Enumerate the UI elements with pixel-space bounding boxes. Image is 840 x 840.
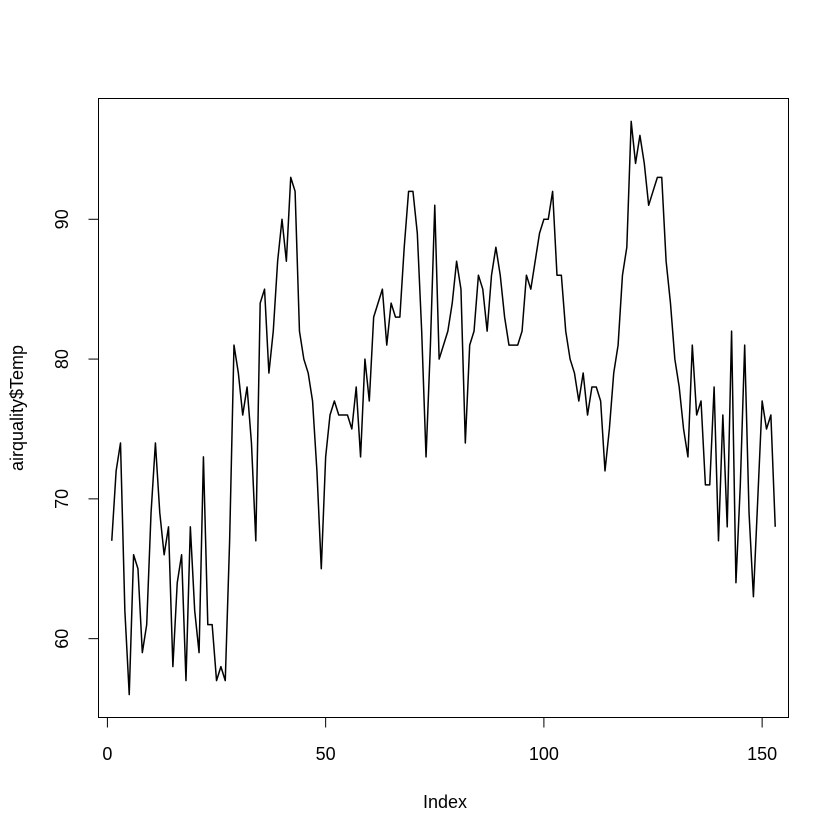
x-tick-label: 150	[747, 744, 777, 764]
x-tick-label: 50	[316, 744, 336, 764]
y-tick-label: 70	[52, 489, 72, 509]
y-axis-label: airquality$Temp	[7, 345, 27, 471]
y-tick-label: 60	[52, 629, 72, 649]
y-axis: 60 70 80 90	[52, 209, 99, 649]
y-tick-label: 80	[52, 349, 72, 369]
x-axis: 0 50 100 150	[102, 717, 777, 764]
series-line-0	[111, 120, 776, 696]
y-tick-label: 90	[52, 209, 72, 229]
x-tick-label: 100	[529, 744, 559, 764]
x-axis-label: Index	[423, 792, 467, 812]
x-tick-label: 0	[102, 744, 112, 764]
series-layer	[111, 120, 776, 696]
